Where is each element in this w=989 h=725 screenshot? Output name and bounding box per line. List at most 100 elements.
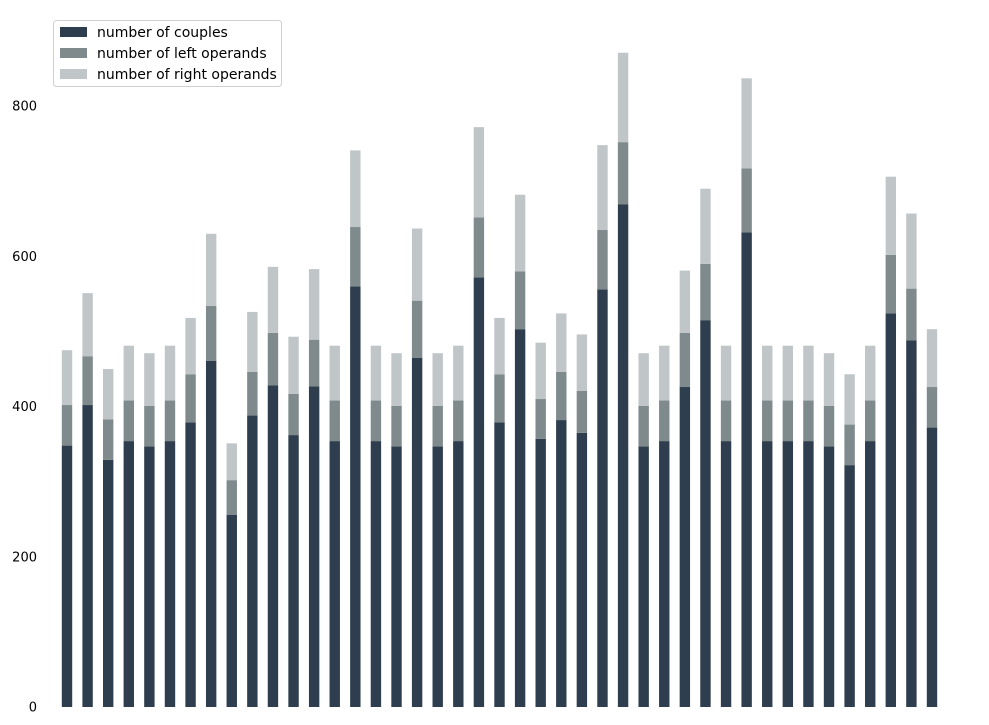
bar-series2-12 (308, 269, 320, 340)
bar-series2-5 (164, 345, 176, 401)
bar-series2-18 (432, 353, 443, 406)
bar-series1-24 (556, 371, 567, 421)
bar-series2-3 (123, 345, 134, 401)
legend: number of couples number of left operands… (53, 20, 282, 87)
bar-series1-11 (288, 393, 299, 436)
bar-series0-25 (576, 432, 588, 707)
bar-series1-26 (597, 230, 608, 290)
bar-series2-0 (61, 350, 73, 406)
bar-series2-24 (556, 313, 567, 372)
bar-series0-24 (556, 420, 567, 707)
bars-layer (61, 52, 938, 708)
bar-series0-12 (308, 386, 320, 707)
bar-series0-31 (700, 320, 711, 707)
y-tick-label: 200 (12, 550, 37, 565)
bar-series1-37 (823, 405, 835, 447)
bar-series1-25 (576, 390, 588, 433)
bar-series1-19 (453, 400, 464, 442)
bar-series0-1 (82, 405, 93, 707)
y-axis: 0 200 400 600 800 (12, 100, 37, 716)
bar-series1-4 (144, 405, 155, 447)
bar-series0-27 (617, 204, 629, 708)
bar-series0-8 (226, 514, 237, 707)
bar-series1-14 (350, 227, 361, 287)
bar-series0-35 (782, 441, 794, 707)
bar-series2-22 (514, 194, 526, 272)
bar-series2-13 (329, 345, 340, 401)
y-tick-label: 600 (12, 250, 37, 265)
bar-series0-2 (102, 459, 114, 707)
bar-series0-16 (391, 446, 402, 707)
bar-series2-42 (926, 329, 938, 388)
bar-series2-32 (720, 345, 732, 401)
legend-swatch-2 (60, 69, 87, 79)
bar-series2-36 (803, 345, 814, 401)
bar-series2-16 (391, 353, 402, 406)
y-tick-label: 0 (29, 701, 37, 716)
bar-series0-11 (288, 435, 299, 707)
bar-series0-18 (432, 446, 443, 707)
bar-series0-37 (823, 446, 835, 707)
bar-series2-4 (144, 353, 155, 406)
bar-series1-33 (741, 168, 752, 233)
bar-series1-35 (782, 400, 794, 442)
bar-series0-7 (205, 360, 217, 707)
bar-series0-30 (679, 387, 691, 707)
bar-series0-28 (638, 446, 649, 707)
bar-series2-14 (350, 150, 361, 228)
bar-series2-25 (576, 334, 588, 391)
bar-series2-28 (638, 353, 649, 406)
bar-series1-39 (865, 400, 876, 442)
bar-series1-5 (164, 400, 176, 442)
bar-series1-31 (700, 263, 711, 321)
bar-series1-3 (123, 400, 134, 442)
bar-series2-10 (267, 266, 279, 333)
legend-box (53, 20, 282, 87)
bar-series1-15 (370, 400, 382, 442)
bar-series2-26 (597, 145, 608, 231)
bar-series0-19 (453, 441, 464, 707)
bar-series2-15 (370, 345, 382, 401)
bar-series1-16 (391, 405, 402, 447)
bar-series2-40 (885, 176, 897, 255)
bar-series2-23 (535, 342, 546, 400)
bar-series1-18 (432, 405, 443, 447)
bar-series1-1 (82, 356, 93, 406)
bar-series2-20 (473, 127, 485, 218)
legend-label-0: number of couples (97, 25, 228, 41)
legend-swatch-1 (60, 48, 87, 58)
bar-series2-34 (762, 345, 773, 401)
bar-series1-6 (185, 374, 196, 423)
bar-series1-2 (102, 419, 114, 460)
bar-series2-38 (844, 374, 855, 425)
bar-series0-5 (164, 441, 176, 707)
bar-series2-19 (453, 345, 464, 401)
bar-series0-13 (329, 441, 340, 707)
bar-series1-42 (926, 387, 938, 428)
bar-series2-8 (226, 443, 237, 481)
bar-series2-9 (247, 311, 258, 372)
bar-series1-20 (473, 217, 485, 278)
bar-series0-15 (370, 441, 382, 707)
bar-series2-27 (617, 52, 629, 143)
bar-series2-37 (823, 353, 835, 406)
bar-series2-35 (782, 345, 794, 401)
bar-series2-2 (102, 368, 114, 420)
bar-series1-28 (638, 405, 649, 447)
bar-series0-38 (844, 465, 855, 707)
bar-series1-36 (803, 400, 814, 442)
bar-series0-22 (514, 329, 526, 707)
legend-swatch-0 (60, 27, 87, 37)
bar-series0-3 (123, 441, 134, 707)
bar-series1-21 (494, 374, 505, 423)
bar-series2-11 (288, 336, 299, 394)
bar-series1-0 (61, 405, 73, 446)
bar-series0-10 (267, 385, 279, 707)
bar-series0-40 (885, 313, 897, 707)
bar-series1-7 (205, 305, 217, 361)
bar-series1-23 (535, 399, 546, 439)
bar-series0-41 (906, 340, 917, 707)
bar-series2-33 (741, 78, 752, 169)
bar-series2-17 (411, 228, 423, 301)
